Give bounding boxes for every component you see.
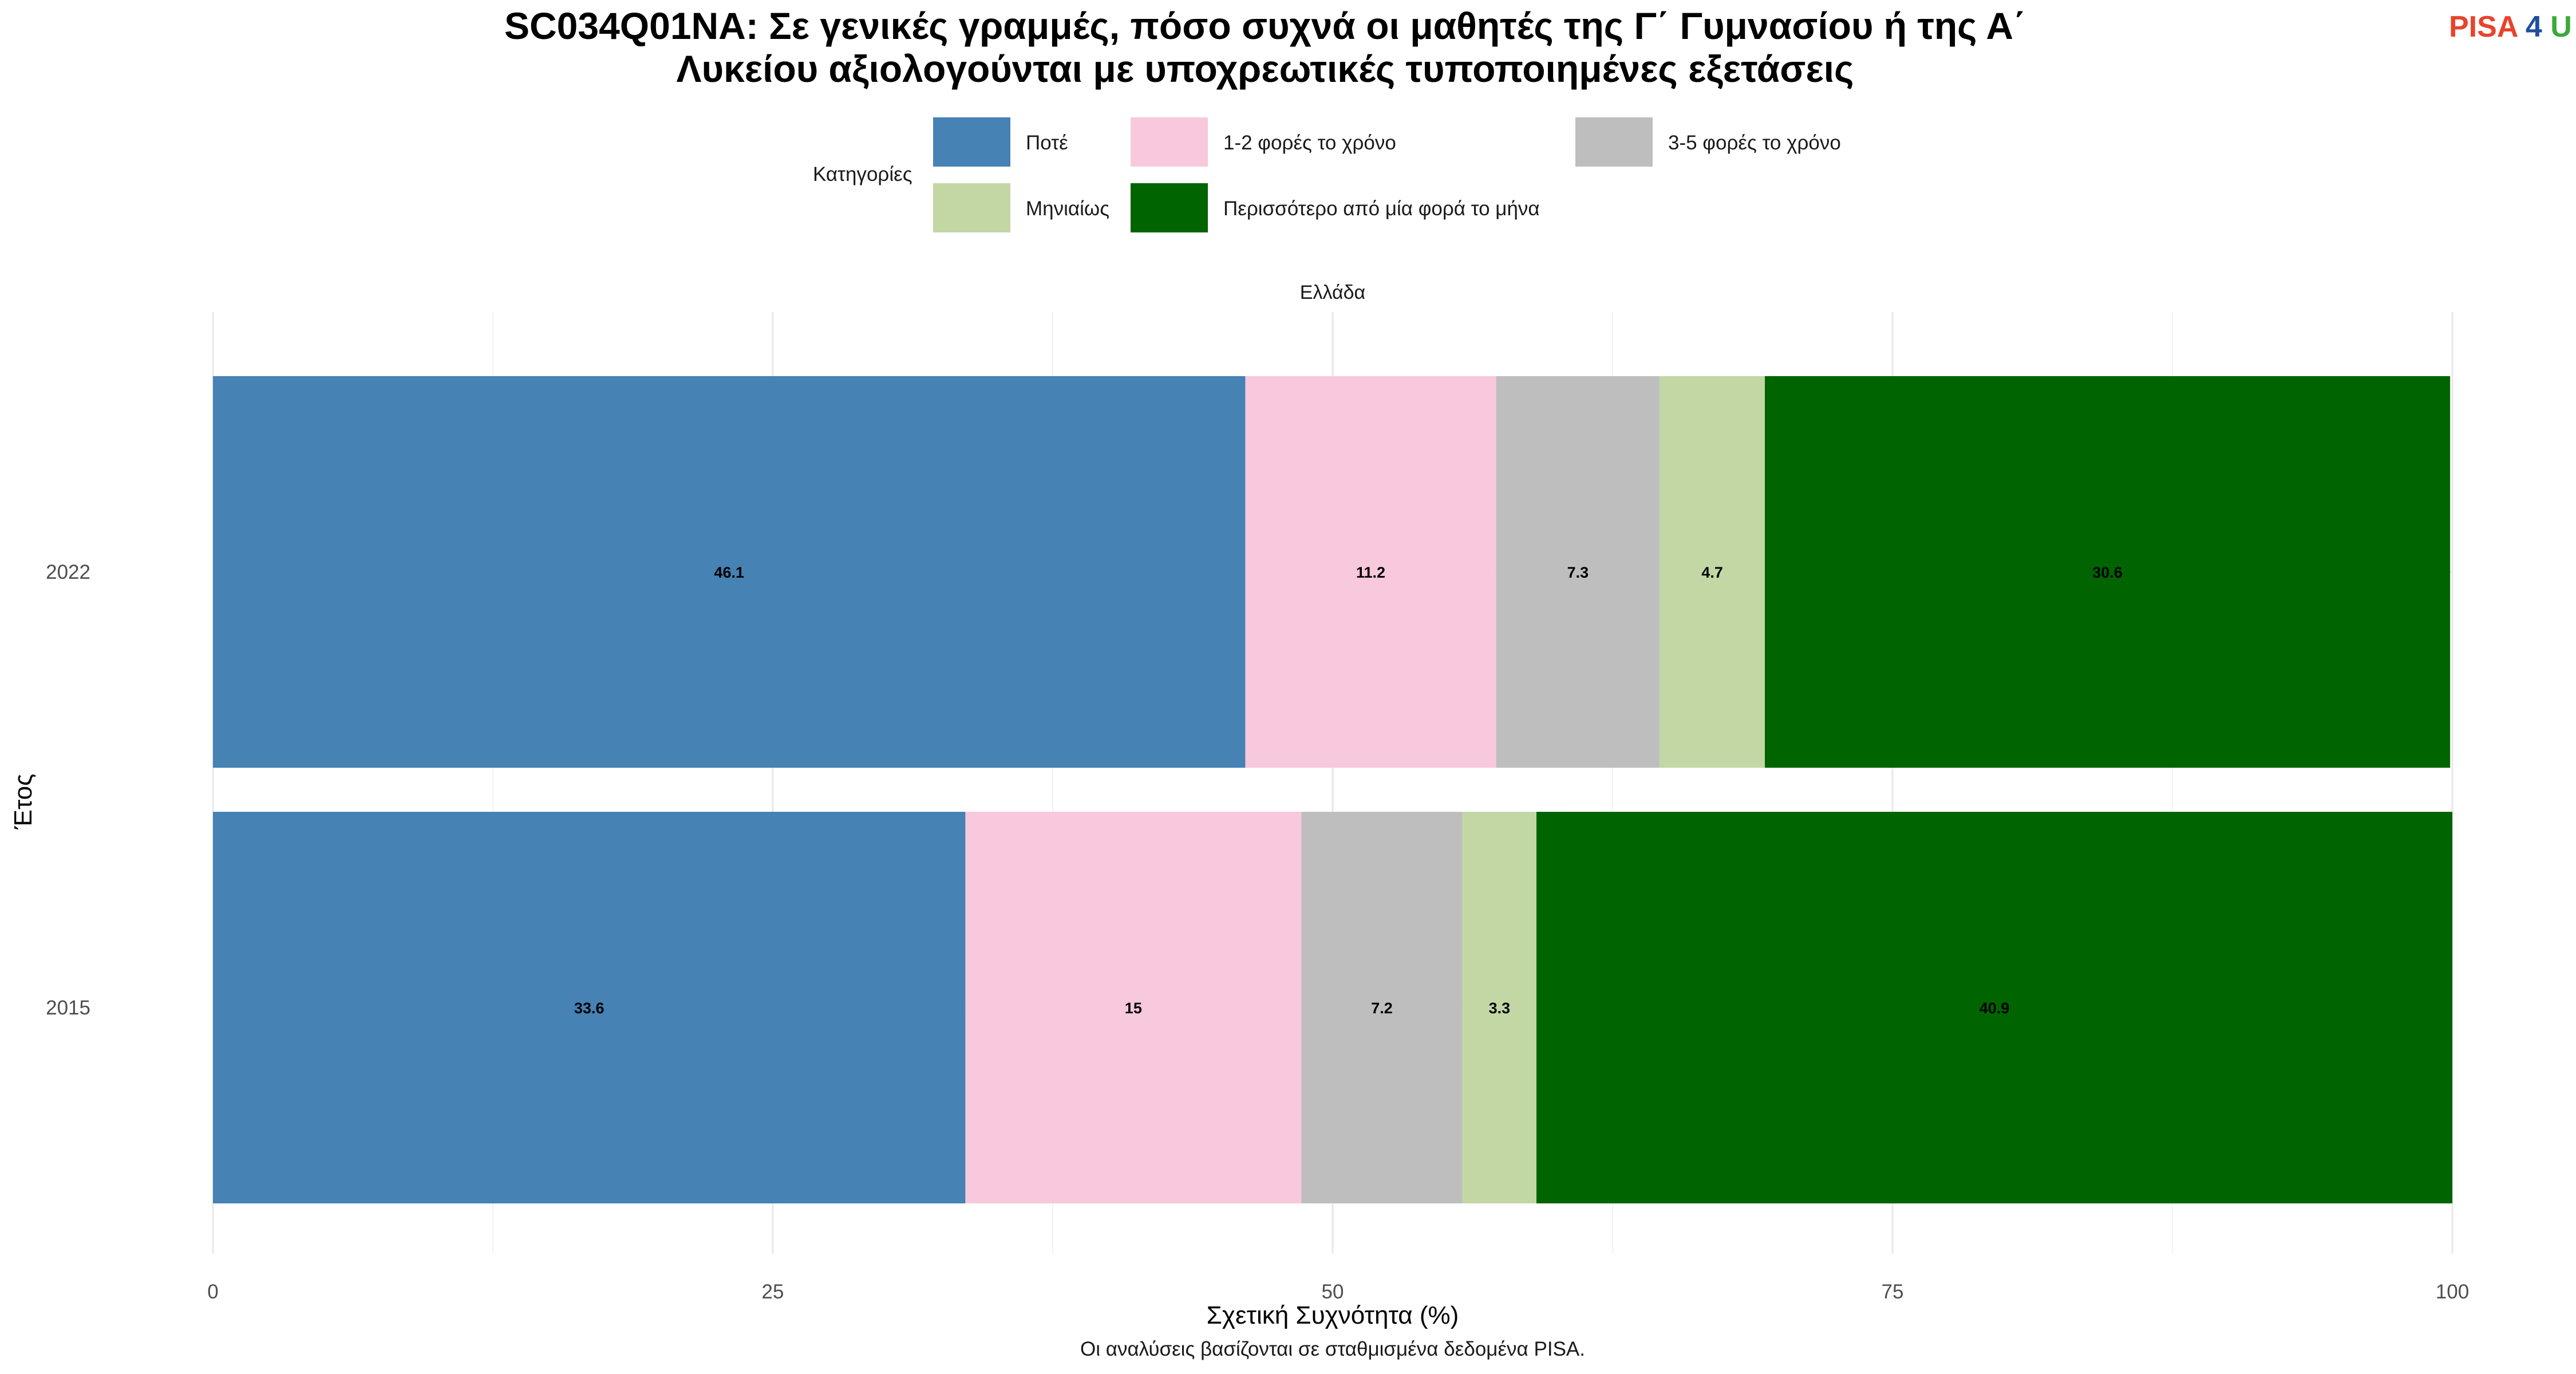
legend-title: Κατηγορίες — [813, 163, 912, 185]
logo-part-u: U — [2550, 10, 2572, 44]
legend-label-5: Περισσότερο από μία φορά το μήνα — [1223, 198, 1540, 220]
bar-2015-series-4 — [1462, 812, 1536, 1203]
legend-label-1: Ποτέ — [1026, 132, 1068, 154]
legend: Κατηγορίες Ποτέ 1-2 φορές το χρόνο 3-5 φορ… — [813, 117, 1841, 232]
legend-key-2 — [1131, 117, 1208, 167]
chart-title-line2: Λυκείου αξιολογούνται με υποχρεωτικές τυ… — [677, 48, 1854, 90]
bars — [213, 376, 2452, 1203]
bar-2022-series-4 — [1660, 376, 1765, 768]
bar-2022-series-5 — [1765, 376, 2451, 768]
legend-key-1 — [933, 117, 1010, 167]
x-tick-label-50: 50 — [1322, 1281, 1344, 1303]
x-tick-label-100: 100 — [2436, 1281, 2469, 1303]
x-tick-label-75: 75 — [1882, 1281, 1904, 1303]
bar-2015-series-5 — [1536, 812, 2452, 1203]
bar-label-2015-series-1: 33.6 — [574, 1000, 605, 1017]
caption: Οι αναλύσεις βασίζονται σε σταθμισμένα δ… — [1080, 1338, 1585, 1360]
bar-2022-series-3 — [1496, 376, 1660, 768]
bar-label-2022-series-2: 11.2 — [1356, 564, 1385, 581]
bar-2015-series-1 — [213, 812, 966, 1203]
y-axis-title: Έτος — [9, 774, 37, 830]
svg-text:PISA 4 U: PISA 4 U — [2449, 10, 2572, 44]
y-tick-label-2022: 2022 — [46, 561, 90, 583]
pisa4u-logo: PISA 4 U — [2449, 10, 2572, 44]
legend-key-3 — [1575, 117, 1653, 167]
bar-2022-series-1 — [213, 376, 1246, 768]
legend-label-3: 3-5 φορές το χρόνο — [1668, 132, 1841, 154]
bar-label-2022-series-4: 4.7 — [1701, 564, 1723, 581]
bar-label-2022-series-3: 7.3 — [1567, 564, 1589, 581]
bar-2015-series-2 — [965, 812, 1302, 1203]
x-axis-title: Σχετική Συχνότητα (%) — [1207, 1301, 1459, 1329]
bar-label-2015-series-3: 7.2 — [1371, 1000, 1393, 1017]
bar-labels: 46.1 11.2 7.3 4.7 30.6 33.6 15 7.2 3.3 40.9 — [574, 564, 2123, 1017]
y-axis-ticks: 2022 2015 — [46, 561, 90, 1019]
logo-part-4: 4 — [2526, 10, 2542, 44]
legend-label-2: 1-2 φορές το χρόνο — [1223, 132, 1396, 154]
x-tick-label-25: 25 — [762, 1281, 784, 1303]
legend-label-4: Μηνιαίως — [1026, 198, 1109, 220]
bar-label-2015-series-2: 15 — [1125, 1000, 1142, 1017]
x-axis-ticks: 0 25 50 75 100 — [207, 1281, 2469, 1303]
bar-label-2022-series-5: 30.6 — [2092, 564, 2123, 581]
x-tick-label-0: 0 — [207, 1281, 218, 1303]
bar-2022-series-2 — [1245, 376, 1496, 768]
bar-label-2015-series-4: 3.3 — [1489, 1000, 1511, 1017]
y-tick-label-2015: 2015 — [46, 997, 90, 1019]
chart-title-line1: SC034Q01NA: Σε γενικές γραμμές, πόσο συχ… — [504, 5, 2026, 47]
bar-label-2015-series-5: 40.9 — [1980, 1000, 2010, 1017]
facet-strip-label: Ελλάδα — [1300, 282, 1365, 303]
bar-2015-series-3 — [1301, 812, 1463, 1203]
legend-key-5 — [1131, 183, 1208, 232]
legend-key-4 — [933, 183, 1010, 232]
logo-part-pisa: PISA — [2449, 10, 2518, 44]
bar-label-2022-series-1: 46.1 — [714, 564, 744, 581]
